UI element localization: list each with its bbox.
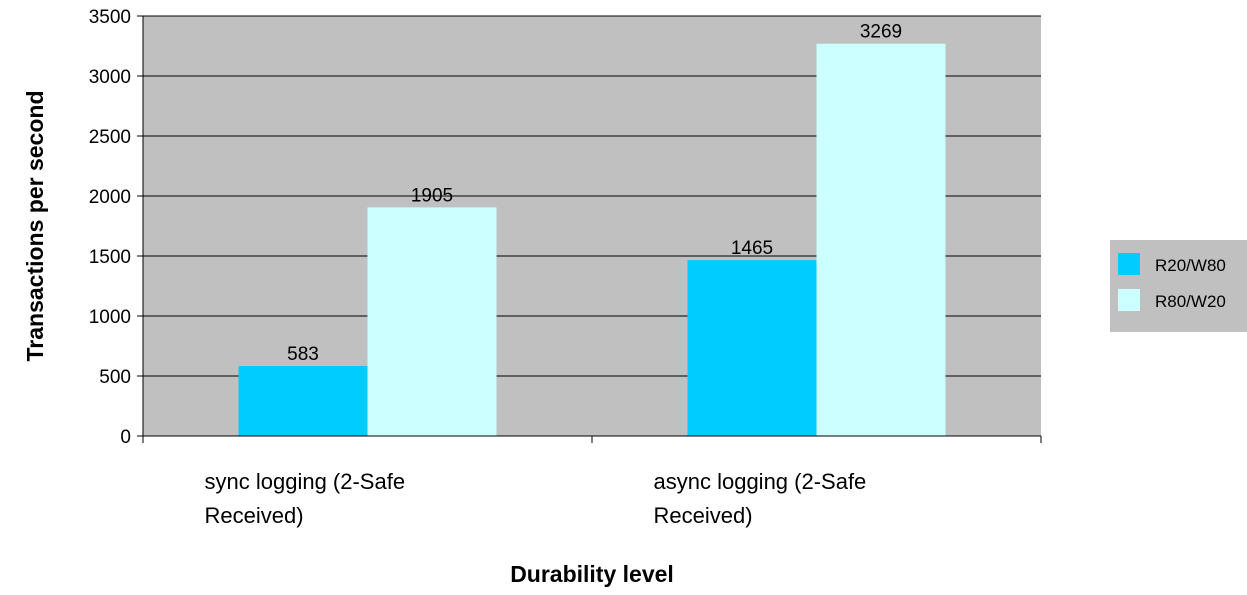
x-axis-title: Durability level xyxy=(510,561,674,587)
y-tick-label: 3500 xyxy=(89,7,131,28)
bar-r80-w20 xyxy=(816,43,946,436)
bar-r20-w80 xyxy=(687,260,817,436)
data-label: 1465 xyxy=(731,238,773,259)
legend-swatch xyxy=(1118,253,1140,275)
y-tick-label: 500 xyxy=(99,367,131,388)
y-tick-label: 2000 xyxy=(89,187,131,208)
bar-r20-w80 xyxy=(238,366,368,436)
legend: R20/W80 R80/W20 xyxy=(1110,240,1247,332)
y-tick-label: 2500 xyxy=(89,127,131,148)
legend-label: R20/W80 xyxy=(1155,256,1226,275)
data-label: 3269 xyxy=(860,22,902,43)
data-labels: 583 1905 1465 3269 xyxy=(287,22,902,365)
data-label: 1905 xyxy=(411,185,453,206)
data-label: 583 xyxy=(287,344,319,365)
y-tick-label: 0 xyxy=(120,427,131,448)
x-category-label: sync logging (2-Safe Received) xyxy=(205,469,406,528)
bars xyxy=(238,43,946,436)
y-tick-label: 3000 xyxy=(89,67,131,88)
legend-swatch xyxy=(1118,289,1140,311)
y-tick-label: 1000 xyxy=(89,307,131,328)
y-tick-labels: 0 500 1000 1500 2000 2500 3000 3500 xyxy=(89,7,131,448)
legend-label: R80/W20 xyxy=(1155,292,1226,311)
x-category-label: async logging (2-Safe Received) xyxy=(654,469,867,528)
x-category-labels: sync logging (2-Safe Received) async loggi… xyxy=(205,469,867,528)
bar-r80-w20 xyxy=(367,207,497,436)
axes xyxy=(137,15,1042,443)
y-axis-title: Transactions per second xyxy=(22,91,48,362)
y-tick-label: 1500 xyxy=(89,247,131,268)
